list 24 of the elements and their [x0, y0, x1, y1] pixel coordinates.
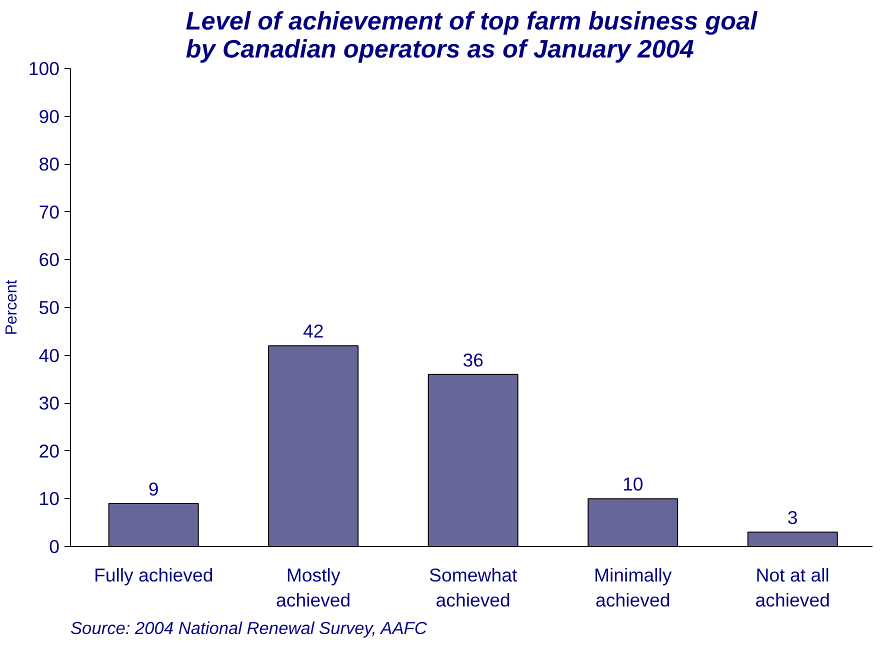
y-tick-label: 80 [38, 154, 60, 175]
x-tick-label: Not at all achieved [755, 564, 830, 611]
y-axis-title: Percent [3, 279, 20, 336]
data-label: 9 [148, 478, 159, 500]
x-tick-label: Fully achieved [94, 564, 214, 586]
y-tick-label: 40 [38, 344, 60, 366]
y-tick-label: 30 [38, 392, 60, 414]
source-note: Source: 2004 National Renewal Survey, AAFC [70, 618, 428, 638]
y-tick-label: 0 [49, 536, 60, 557]
y-tick-label: 10 [38, 488, 60, 510]
y-tick-label: 100 [28, 58, 60, 79]
chart-title: Level of achievement of top farm business goal by Canadian operators as of January 2004 [186, 8, 758, 64]
data-label: 10 [622, 474, 644, 495]
x-tick-label: Mostly achieved [276, 564, 351, 611]
data-label: 36 [462, 349, 484, 370]
data-label: 42 [302, 320, 324, 342]
x-tick-label: Minimally achieved [594, 564, 672, 611]
data-label: 3 [787, 507, 798, 528]
y-tick-label: 60 [38, 249, 60, 270]
y-tick-label: 20 [38, 440, 60, 462]
y-tick-label: 90 [38, 106, 60, 127]
y-tick-label: 70 [38, 201, 60, 222]
y-tick-label: 50 [38, 297, 60, 318]
x-tick-label: Somewhat achieved [429, 564, 518, 611]
